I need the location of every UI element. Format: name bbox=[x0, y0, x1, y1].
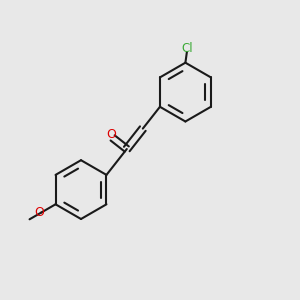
Text: O: O bbox=[106, 128, 116, 141]
Text: Cl: Cl bbox=[181, 42, 193, 55]
Text: O: O bbox=[34, 206, 44, 219]
